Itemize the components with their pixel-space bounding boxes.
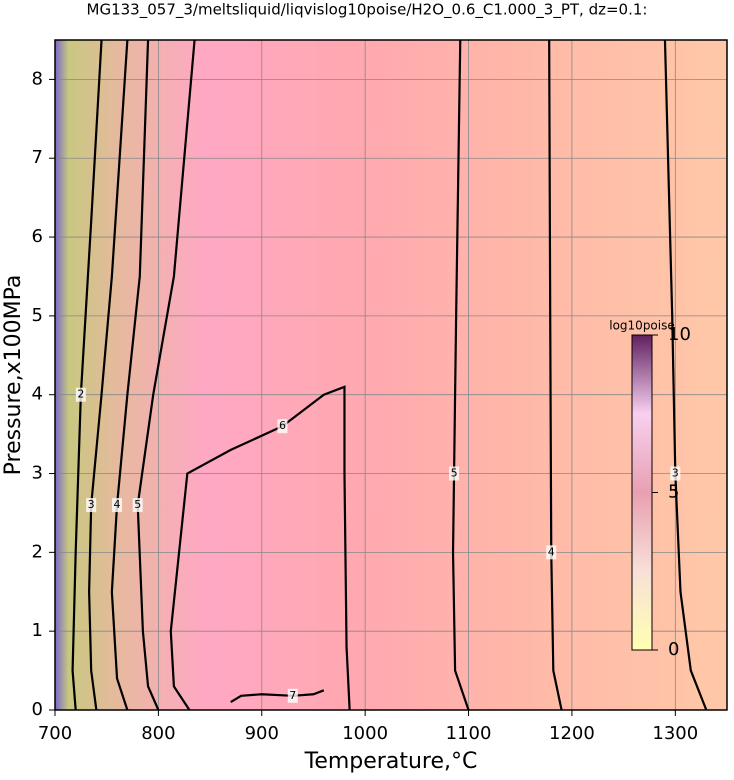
x-tick-label: 1200 bbox=[549, 723, 595, 744]
x-tick-label: 900 bbox=[245, 723, 279, 744]
contour-label-bg bbox=[546, 545, 557, 560]
contour-line bbox=[451, 39, 470, 711]
colorbar-tick-label: 10 bbox=[668, 324, 691, 345]
x-tick-label: 1000 bbox=[342, 723, 388, 744]
colorbar-label: log10poise bbox=[609, 319, 675, 333]
contour-label: 6 bbox=[279, 419, 286, 432]
contour-label-bg bbox=[449, 466, 460, 481]
y-tick-label: 8 bbox=[32, 68, 43, 89]
contour-label-bg bbox=[277, 419, 288, 434]
plot-background bbox=[55, 40, 727, 710]
contour-label-bg bbox=[287, 688, 298, 703]
y-tick-label: 3 bbox=[32, 463, 43, 484]
colorbar-tick-label: 5 bbox=[668, 482, 679, 503]
contour-label: 5 bbox=[134, 498, 141, 511]
contour-label-bg bbox=[112, 498, 123, 513]
contour-label-bg bbox=[132, 498, 143, 513]
contour-line bbox=[71, 39, 103, 711]
contour-label: 4 bbox=[114, 498, 121, 511]
contour-label: 7 bbox=[289, 689, 296, 702]
y-tick-label: 7 bbox=[32, 147, 43, 168]
y-tick-label: 2 bbox=[32, 541, 43, 562]
contour-label: 3 bbox=[672, 467, 679, 480]
x-tick-label: 1100 bbox=[446, 723, 492, 744]
y-tick-label: 5 bbox=[32, 305, 43, 326]
contour-label: 3 bbox=[88, 498, 95, 511]
contour-label: 2 bbox=[77, 388, 84, 401]
plot-frame bbox=[54, 39, 728, 711]
y-axis-label: Pressure,x100MPa bbox=[1, 275, 26, 476]
contour-label-bg bbox=[75, 387, 86, 402]
x-tick-label: 1300 bbox=[652, 723, 698, 744]
y-tick-label: 0 bbox=[32, 699, 43, 720]
contour-label-bg bbox=[86, 498, 97, 513]
chart-title: MG133_057_3/meltsliquid/liqvislog10poise… bbox=[87, 1, 648, 20]
x-axis-label: Temperature,°C bbox=[304, 749, 478, 774]
contour-label: 4 bbox=[548, 545, 555, 558]
y-tick-label: 1 bbox=[32, 620, 43, 641]
x-tick-label: 700 bbox=[38, 723, 72, 744]
colorbar bbox=[631, 334, 653, 651]
y-tick-label: 4 bbox=[32, 384, 43, 405]
contour-line bbox=[169, 385, 351, 711]
contour-line bbox=[230, 689, 325, 704]
contour-label-bg bbox=[670, 466, 681, 481]
y-tick-label: 6 bbox=[32, 226, 43, 247]
x-tick-label: 800 bbox=[141, 723, 175, 744]
contour-label: 5 bbox=[451, 467, 458, 480]
colorbar-tick-label: 0 bbox=[668, 639, 679, 660]
